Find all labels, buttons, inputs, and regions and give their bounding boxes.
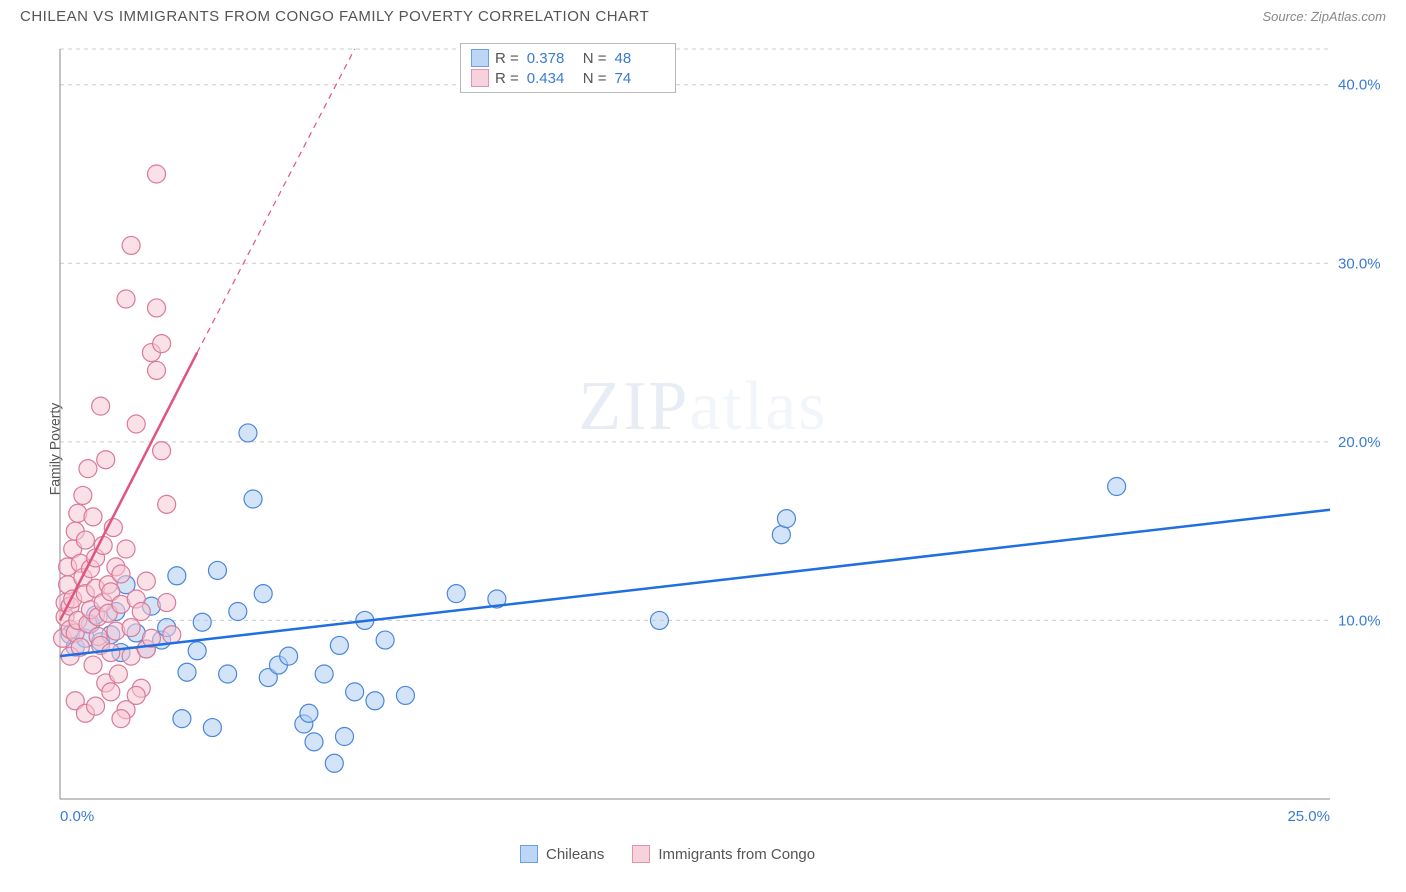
data-point	[76, 531, 94, 549]
data-point	[117, 540, 135, 558]
data-point	[188, 642, 206, 660]
data-point	[127, 415, 145, 433]
data-point	[315, 665, 333, 683]
svg-text:0.0%: 0.0%	[60, 808, 94, 825]
r-value: 0.378	[527, 50, 577, 67]
data-point	[366, 692, 384, 710]
data-point	[254, 585, 272, 603]
chart-source: Source: ZipAtlas.com	[1262, 9, 1386, 24]
r-value: 0.434	[527, 70, 577, 87]
data-point	[117, 290, 135, 308]
data-point	[97, 451, 115, 469]
data-point	[193, 613, 211, 631]
data-point	[102, 683, 120, 701]
legend-label: Immigrants from Congo	[658, 846, 815, 863]
correlation-legend: R = 0.378 N = 48 R = 0.434 N = 74	[460, 43, 676, 93]
data-point	[208, 561, 226, 579]
data-point	[325, 754, 343, 772]
data-point	[330, 636, 348, 654]
data-point	[148, 299, 166, 317]
data-point	[300, 704, 318, 722]
data-point	[173, 710, 191, 728]
legend-item: Chileans	[520, 845, 604, 863]
data-point	[335, 728, 353, 746]
chart-title: CHILEAN VS IMMIGRANTS FROM CONGO FAMILY …	[20, 8, 649, 25]
data-point	[158, 495, 176, 513]
data-point	[650, 611, 668, 629]
legend-swatch	[632, 845, 650, 863]
data-point	[84, 656, 102, 674]
data-point	[112, 710, 130, 728]
data-point	[178, 663, 196, 681]
data-point	[112, 565, 130, 583]
data-point	[122, 236, 140, 254]
data-point	[94, 536, 112, 554]
data-point	[84, 508, 102, 526]
data-point	[79, 460, 97, 478]
chart-header: CHILEAN VS IMMIGRANTS FROM CONGO FAMILY …	[0, 0, 1406, 29]
data-point	[153, 442, 171, 460]
scatter-chart: 10.0% 20.0% 30.0% 40.0% 0.0% 25.0%	[50, 39, 1380, 829]
data-point	[122, 619, 140, 637]
data-point	[148, 361, 166, 379]
n-label: N =	[583, 70, 607, 87]
n-label: N =	[583, 50, 607, 67]
data-point	[137, 572, 155, 590]
data-point	[92, 397, 110, 415]
r-label: R =	[495, 50, 519, 67]
data-point	[346, 683, 364, 701]
data-point	[102, 644, 120, 662]
source-name: ZipAtlas.com	[1311, 9, 1386, 24]
series-legend: Chileans Immigrants from Congo	[520, 845, 815, 863]
data-point	[772, 526, 790, 544]
r-label: R =	[495, 70, 519, 87]
svg-text:40.0%: 40.0%	[1338, 77, 1380, 94]
n-value: 74	[615, 70, 665, 87]
data-point	[132, 603, 150, 621]
data-point	[229, 603, 247, 621]
data-point	[168, 567, 186, 585]
data-point	[127, 686, 145, 704]
legend-item: Immigrants from Congo	[632, 845, 815, 863]
svg-text:30.0%: 30.0%	[1338, 255, 1380, 272]
data-point	[447, 585, 465, 603]
svg-text:10.0%: 10.0%	[1338, 612, 1380, 629]
legend-swatch	[471, 69, 489, 87]
data-point	[153, 335, 171, 353]
data-point	[87, 697, 105, 715]
data-point	[239, 424, 257, 442]
data-point	[280, 647, 298, 665]
data-point	[219, 665, 237, 683]
chart-area: Family Poverty ZIPatlas 10.0%20.0%30.0%4…	[0, 29, 1406, 869]
legend-swatch	[471, 49, 489, 67]
data-point	[777, 510, 795, 528]
legend-row: R = 0.434 N = 74	[471, 68, 665, 88]
data-point	[1108, 478, 1126, 496]
data-point	[203, 719, 221, 737]
trend-line	[60, 510, 1330, 656]
data-point	[163, 626, 181, 644]
source-prefix: Source:	[1262, 9, 1310, 24]
data-point	[74, 486, 92, 504]
n-value: 48	[615, 50, 665, 67]
data-point	[109, 665, 127, 683]
data-point	[244, 490, 262, 508]
legend-label: Chileans	[546, 846, 604, 863]
svg-text:20.0%: 20.0%	[1338, 434, 1380, 451]
data-point	[376, 631, 394, 649]
trend-line-extrapolated	[197, 49, 354, 353]
data-point	[158, 594, 176, 612]
legend-swatch	[520, 845, 538, 863]
data-point	[305, 733, 323, 751]
data-point	[148, 165, 166, 183]
data-point	[396, 686, 414, 704]
svg-text:25.0%: 25.0%	[1287, 808, 1330, 825]
legend-row: R = 0.378 N = 48	[471, 48, 665, 68]
